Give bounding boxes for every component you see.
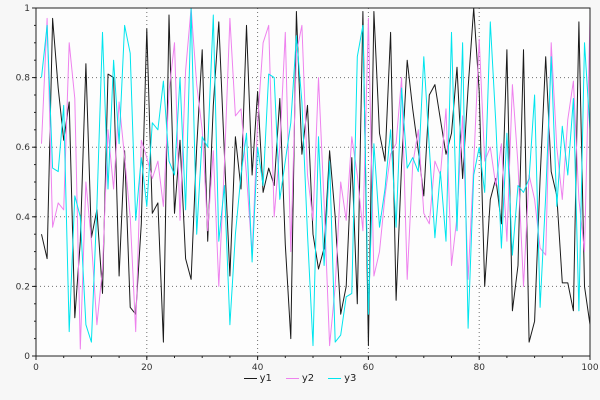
legend-swatch-y1	[243, 378, 257, 379]
series-line-y3	[41, 7, 591, 347]
legend: y1 y2 y3	[0, 373, 600, 384]
legend-label-y2: y2	[301, 373, 315, 384]
x-tick-label: 0	[33, 363, 39, 373]
y-tick-label: 0.8	[16, 74, 31, 84]
x-tick-label: 100	[581, 363, 598, 373]
x-tick-label: 80	[473, 363, 485, 373]
legend-swatch-y2	[285, 378, 299, 379]
legend-item-y2: y2	[285, 373, 315, 384]
legend-item-y1: y1	[243, 373, 272, 384]
legend-item-y3: y3	[328, 373, 356, 384]
legend-label-y1: y1	[259, 373, 272, 384]
y-tick-label: 1	[24, 4, 30, 14]
plot-border	[35, 7, 591, 357]
x-tick-label: 60	[363, 363, 375, 373]
y-tick-label: 0.4	[16, 213, 31, 223]
y-tick-label: 0.6	[16, 143, 31, 153]
plot-area	[36, 8, 590, 356]
y-tick-label: 0.2	[16, 282, 30, 292]
x-tick-label: 20	[141, 363, 153, 373]
y-tick-label: 0	[24, 352, 30, 362]
legend-label-y3: y3	[344, 373, 357, 384]
series-line-y2	[41, 7, 591, 350]
legend-swatch-y3	[328, 378, 342, 379]
x-tick-label: 40	[252, 363, 264, 373]
line-chart-canvas: 0 20 40 60 80 100 0 0.2 0.4 0.6 0.8 1	[16, 4, 599, 373]
